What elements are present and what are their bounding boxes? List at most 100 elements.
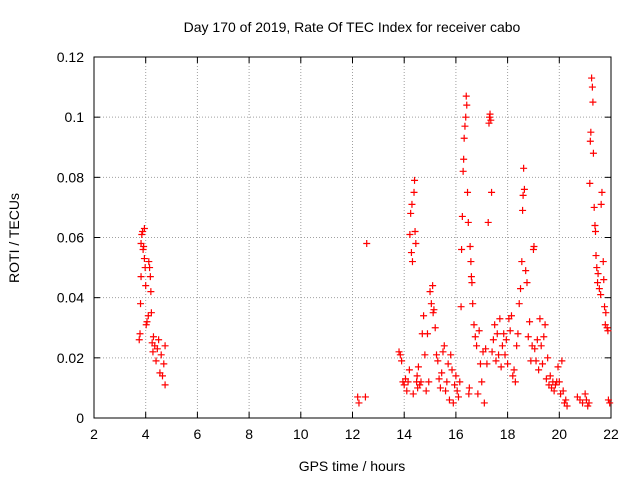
data-point (532, 357, 540, 365)
data-point (460, 134, 468, 142)
x-tick-label: 6 (194, 426, 202, 442)
data-point (143, 318, 151, 326)
data-point (597, 291, 605, 299)
data-point (160, 360, 168, 368)
x-axis-label: GPS time / hours (299, 458, 406, 474)
data-point (408, 258, 416, 266)
data-point (517, 285, 525, 293)
data-point (584, 402, 592, 410)
y-tick-label: 0.04 (57, 290, 84, 306)
data-point (604, 396, 612, 404)
data-point (562, 396, 570, 404)
data-point (452, 372, 460, 380)
data-point (417, 378, 425, 386)
data-point (403, 387, 411, 395)
data-point (442, 387, 450, 395)
data-point (522, 267, 530, 275)
x-tick-label: 16 (448, 426, 464, 442)
data-point (137, 273, 145, 281)
data-point (443, 378, 451, 386)
data-point (595, 285, 603, 293)
data-point (530, 243, 538, 251)
data-point (501, 351, 509, 359)
data-point (161, 381, 169, 389)
data-point (363, 240, 371, 248)
data-point (563, 402, 571, 410)
data-point (500, 330, 508, 338)
data-point (421, 351, 429, 359)
data-point (431, 324, 439, 332)
data-point (427, 300, 435, 308)
data-point (140, 243, 148, 251)
data-point (411, 176, 419, 184)
data-point (426, 288, 434, 296)
data-point (558, 357, 566, 365)
axis-ticks: 2 4 6 8 10 12 14 16 18 20 22 0 0.02 0.04 0.06 0.08 0.1 0.… (57, 49, 619, 442)
data-point (550, 387, 558, 395)
data-point (598, 188, 606, 196)
data-point (509, 372, 517, 380)
data-point (407, 249, 415, 257)
data-point (354, 393, 362, 401)
data-point (594, 279, 602, 287)
data-point (483, 360, 491, 368)
data-point (484, 218, 492, 226)
data-point (526, 318, 534, 326)
data-point (464, 218, 472, 226)
data-point (544, 354, 552, 362)
data-point (467, 258, 475, 266)
data-point (449, 399, 457, 407)
data-point (413, 372, 421, 380)
data-point (478, 378, 486, 386)
data-point (467, 273, 475, 281)
data-point (140, 255, 148, 263)
data-point (447, 351, 455, 359)
data-point (454, 393, 462, 401)
data-point (469, 300, 477, 308)
data-point (489, 336, 497, 344)
data-point (439, 348, 447, 356)
data-point (588, 83, 596, 91)
data-point (486, 110, 494, 118)
data-point (540, 333, 548, 341)
data-point (603, 324, 611, 332)
data-point (599, 258, 607, 266)
x-tick-label: 18 (500, 426, 516, 442)
data-point (601, 303, 609, 311)
x-tick-label: 22 (603, 426, 619, 442)
data-point (537, 342, 545, 350)
data-point (404, 378, 412, 386)
data-point (559, 387, 567, 395)
data-point (445, 396, 453, 404)
data-point (471, 333, 479, 341)
data-point (159, 372, 167, 380)
data-point (398, 357, 406, 365)
data-point (581, 390, 589, 398)
data-point (149, 348, 157, 356)
data-point (476, 360, 484, 368)
data-point (588, 74, 596, 82)
data-point (423, 330, 431, 338)
data-point (459, 167, 467, 175)
data-point (591, 221, 599, 229)
y-tick-label: 0.1 (65, 109, 85, 125)
data-point (433, 351, 441, 359)
data-point (473, 342, 481, 350)
x-tick-label: 20 (552, 426, 568, 442)
data-point (458, 212, 466, 220)
data-point (587, 128, 595, 136)
data-point (465, 384, 473, 392)
data-point (155, 336, 163, 344)
x-tick-label: 12 (345, 426, 361, 442)
data-point (135, 336, 143, 344)
data-point (493, 330, 501, 338)
data-point (502, 336, 510, 344)
data-point (538, 360, 546, 368)
x-tick-label: 10 (293, 426, 309, 442)
data-point (444, 360, 452, 368)
data-point (405, 366, 413, 374)
data-point (593, 264, 601, 272)
data-point (606, 399, 614, 407)
data-point (535, 366, 543, 374)
